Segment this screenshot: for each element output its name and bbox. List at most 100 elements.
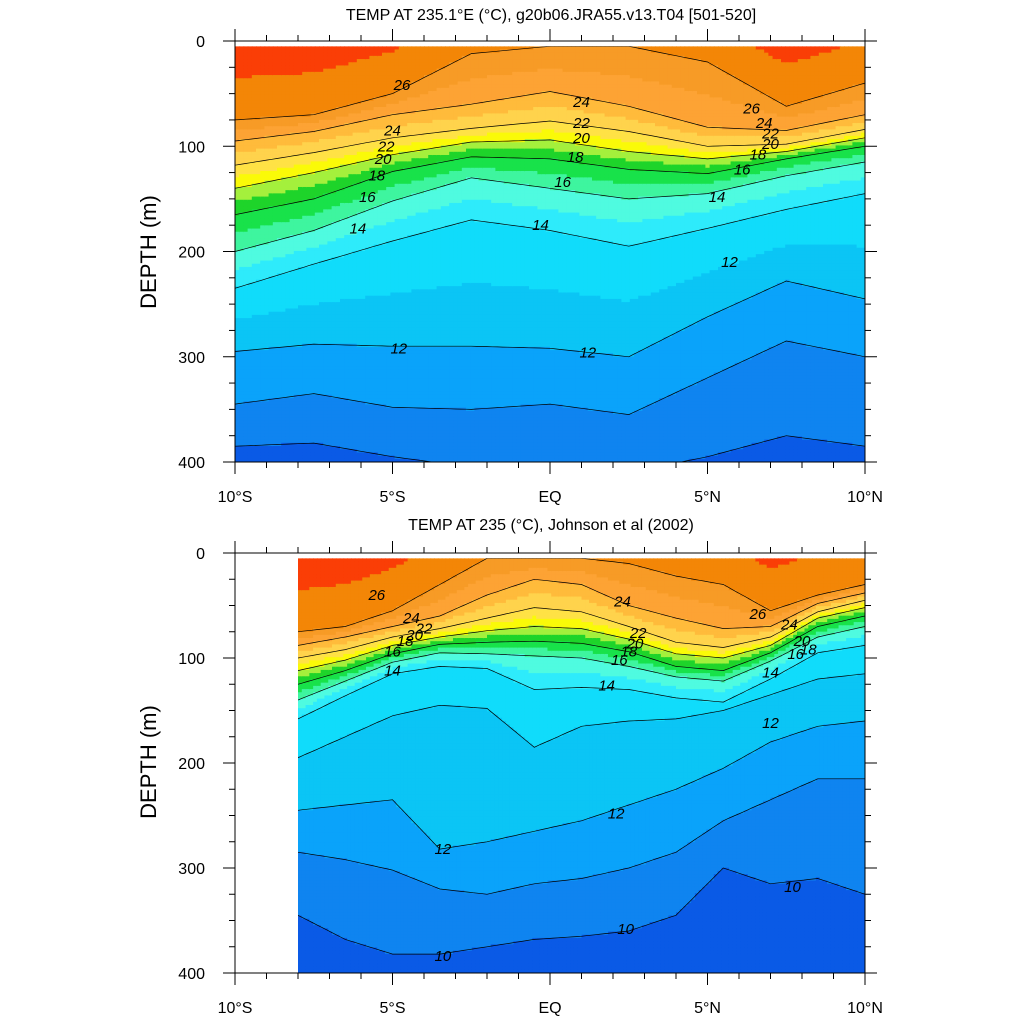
temperature-cell xyxy=(335,337,341,342)
temperature-cell xyxy=(264,196,270,201)
temperature-cell xyxy=(390,442,396,447)
temperature-cell xyxy=(306,46,312,51)
temperature-cell xyxy=(260,372,266,377)
temperature-cell xyxy=(272,330,278,335)
temperature-cell xyxy=(382,186,388,192)
temperature-cell xyxy=(298,190,304,195)
temperature-cell xyxy=(260,388,266,393)
temperature-cell xyxy=(310,263,316,268)
temperature-cell xyxy=(272,116,278,121)
temperature-cell xyxy=(352,324,358,329)
temperature-cell xyxy=(331,391,337,396)
temperature-cell xyxy=(382,87,388,92)
temperature-cell xyxy=(239,78,245,83)
temperature-cell xyxy=(268,158,274,163)
temperature-cell xyxy=(323,222,329,227)
temperature-cell xyxy=(293,139,299,144)
temperature-cell xyxy=(386,225,392,230)
temperature-cell xyxy=(335,135,341,140)
temperature-cell xyxy=(293,241,299,246)
temperature-cell xyxy=(373,206,379,211)
temperature-cell xyxy=(344,183,350,188)
temperature-cell xyxy=(260,257,266,262)
temperature-cell xyxy=(335,209,341,214)
temperature-cell xyxy=(348,49,354,54)
temperature-cell xyxy=(335,180,341,185)
temperature-cell xyxy=(348,420,354,425)
temperature-cell xyxy=(394,110,400,115)
temperature-cell xyxy=(302,174,308,179)
temperature-cell xyxy=(344,394,350,399)
temperature-cell xyxy=(327,311,333,316)
temperature-cell xyxy=(310,327,316,332)
temperature-cell xyxy=(331,110,337,115)
temperature-cell xyxy=(277,289,283,294)
temperature-cell xyxy=(264,247,270,252)
temperature-cell xyxy=(331,126,337,131)
temperature-cell xyxy=(356,139,362,144)
temperature-cell xyxy=(239,180,245,185)
temperature-cell xyxy=(386,279,392,284)
temperature-cell xyxy=(365,449,371,454)
temperature-cell xyxy=(264,455,270,460)
temperature-cell xyxy=(310,116,316,121)
temperature-cell xyxy=(340,49,346,54)
temperature-cell xyxy=(298,321,304,326)
temperature-cell xyxy=(235,62,241,67)
temperature-cell xyxy=(251,62,257,67)
temperature-cell xyxy=(361,225,367,230)
temperature-cell xyxy=(386,346,392,351)
temperature-cell xyxy=(235,362,241,367)
temperature-cell xyxy=(365,65,371,70)
temperature-cell xyxy=(348,366,354,371)
temperature-cell xyxy=(272,170,278,176)
temperature-cell xyxy=(260,350,266,355)
temperature-cell xyxy=(348,321,354,326)
temperature-cell xyxy=(298,436,304,441)
temperature-cell xyxy=(298,279,304,284)
temperature-cell xyxy=(319,62,325,67)
temperature-cell xyxy=(340,404,346,409)
temperature-cell xyxy=(348,164,354,169)
temperature-cell xyxy=(323,439,329,444)
temperature-cell xyxy=(281,439,287,444)
temperature-cell xyxy=(310,433,316,438)
temperature-cell xyxy=(344,356,350,361)
temperature-cell xyxy=(377,170,383,176)
temperature-cell xyxy=(306,52,312,57)
temperature-cell xyxy=(268,330,274,335)
temperature-cell xyxy=(331,295,337,300)
temperature-cell xyxy=(319,375,325,380)
temperature-cell xyxy=(272,49,278,54)
temperature-cell xyxy=(331,282,337,288)
temperature-cell xyxy=(251,183,257,188)
temperature-cell xyxy=(289,439,295,444)
temperature-cell xyxy=(327,295,333,300)
temperature-cell xyxy=(361,62,367,67)
temperature-cell xyxy=(335,366,341,371)
temperature-cell xyxy=(251,388,257,393)
temperature-cell xyxy=(302,327,308,332)
temperature-cell xyxy=(239,49,245,54)
temperature-cell xyxy=(251,353,257,358)
temperature-cell xyxy=(277,123,283,128)
temperature-cell xyxy=(369,174,375,179)
temperature-cell xyxy=(390,129,396,134)
temperature-cell xyxy=(298,337,304,342)
temperature-cell xyxy=(352,183,358,188)
temperature-cell xyxy=(327,81,333,86)
temperature-cell xyxy=(319,266,325,272)
temperature-cell xyxy=(365,346,371,351)
temperature-cell xyxy=(310,343,316,348)
temperature-cell xyxy=(390,94,396,99)
temperature-cell xyxy=(310,199,316,204)
temperature-cell xyxy=(289,75,295,80)
temperature-cell xyxy=(335,170,341,176)
temperature-cell xyxy=(348,266,354,272)
temperature-cell xyxy=(327,238,333,243)
temperature-cell xyxy=(344,404,350,409)
temperature-cell xyxy=(298,375,304,380)
temperature-cell xyxy=(323,404,329,409)
temperature-cell xyxy=(289,398,295,403)
temperature-cell xyxy=(331,359,337,364)
